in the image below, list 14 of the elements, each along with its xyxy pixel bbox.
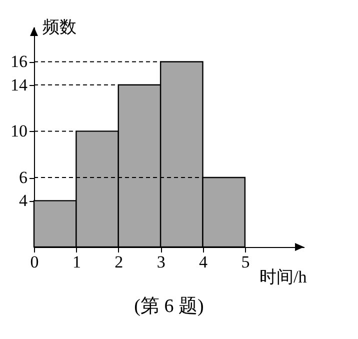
y-axis-title: 频数 xyxy=(42,18,76,36)
y-tick-label: 4 xyxy=(19,191,28,210)
y-tick-label: 6 xyxy=(19,168,28,188)
x-tick-label: 0 xyxy=(30,252,39,272)
x-tick-label: 3 xyxy=(156,252,166,272)
x-tick-label: 1 xyxy=(72,252,81,272)
x-axis-title: 时间/h xyxy=(260,268,308,286)
y-tick-label: 14 xyxy=(10,75,28,94)
text: (第 6 题) xyxy=(134,296,204,317)
y-tick-label: 10 xyxy=(10,122,28,141)
x-tick-label: 5 xyxy=(241,252,250,272)
x-tick-label: 4 xyxy=(199,252,208,272)
x-tick-label: 2 xyxy=(114,252,124,272)
y-tick-label: 16 xyxy=(10,52,28,72)
